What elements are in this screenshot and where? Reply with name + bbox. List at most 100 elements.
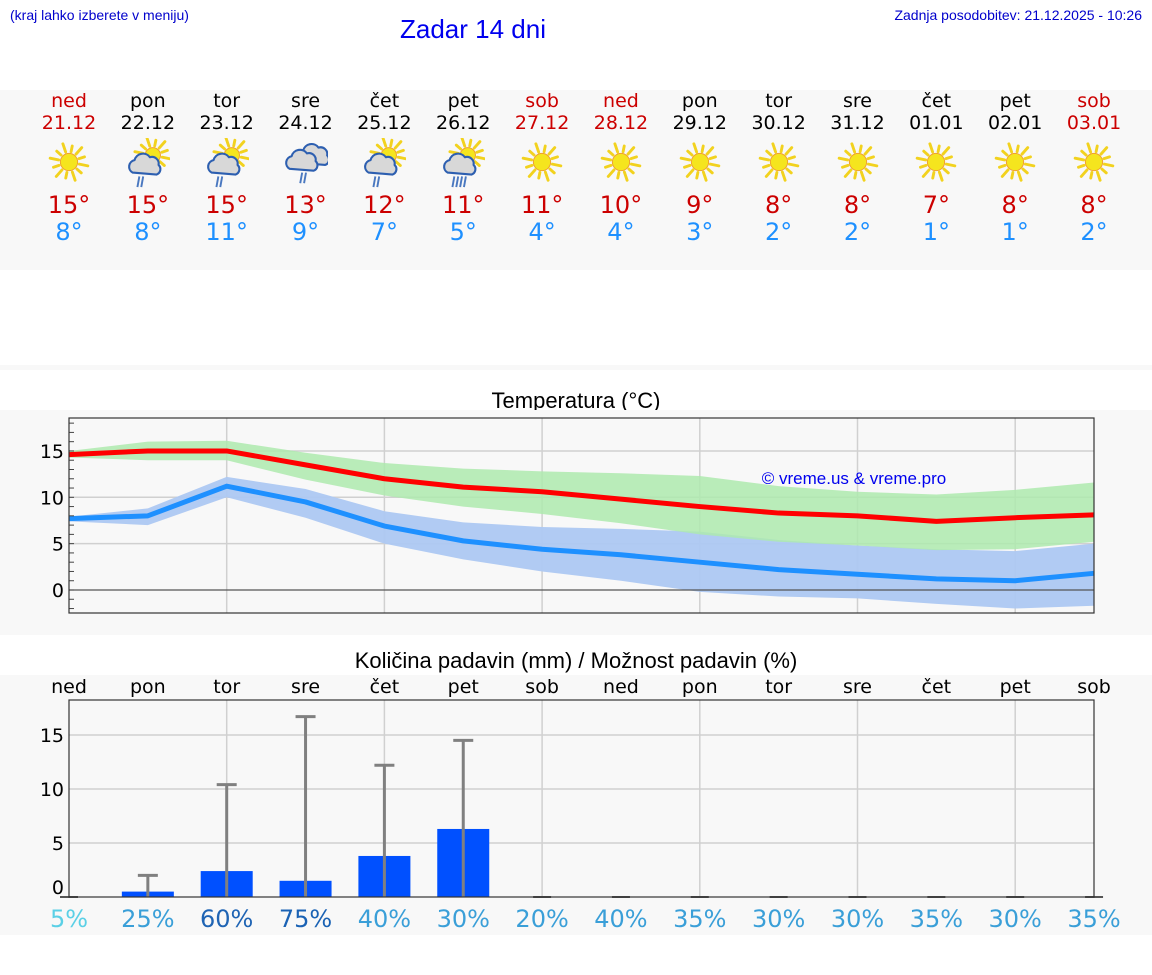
y-tick-label: 15 xyxy=(40,441,64,463)
day-column: pon 29.12 9° 3° xyxy=(660,90,740,246)
x-day-label: čet xyxy=(370,676,400,698)
cloudy-rain-icon xyxy=(284,143,328,184)
y-tick-label: 5 xyxy=(52,833,64,855)
precip-probability: 30% xyxy=(989,905,1042,933)
day-name: sre xyxy=(291,90,321,112)
temp-max: 11° xyxy=(441,191,485,219)
temperature-chart-panel: 0 5 10 15 © vreme.us & vreme.pro xyxy=(0,410,1152,635)
y-tick-label: 0 xyxy=(52,580,64,602)
temp-max: 15° xyxy=(47,191,91,219)
sunny-icon xyxy=(758,142,799,182)
x-day-label: tor xyxy=(213,676,240,698)
x-day-label: pon xyxy=(682,676,718,698)
temp-min: 9° xyxy=(291,218,320,246)
day-column: sob 03.01 8° 2° xyxy=(1054,90,1134,246)
precip-probability: 30% xyxy=(831,905,884,933)
sun-cloud-heavy-rain-icon xyxy=(443,138,486,188)
x-day-label: sob xyxy=(1077,676,1111,698)
temp-max: 11° xyxy=(520,191,564,219)
temp-min: 8° xyxy=(55,218,83,246)
temp-min: 2° xyxy=(765,218,793,246)
y-tick-label: 5 xyxy=(52,534,64,556)
temp-min: 1° xyxy=(922,218,950,246)
x-day-label: pet xyxy=(448,676,479,698)
precip-probability: 5% xyxy=(50,905,88,933)
last-updated: Zadnja posodobitev: 21.12.2025 - 10:26 xyxy=(894,7,1142,23)
x-day-label: sre xyxy=(291,676,320,698)
precip-probability: 25% xyxy=(121,905,174,933)
day-date: 03.01 xyxy=(1066,112,1122,134)
x-day-label: tor xyxy=(765,676,792,698)
sunny-icon xyxy=(837,142,878,182)
precip-probability: 20% xyxy=(515,905,568,933)
day-name: tor xyxy=(213,90,241,112)
x-day-label: čet xyxy=(922,676,952,698)
precip-probability: 35% xyxy=(673,905,726,933)
temperature-chart: 0 5 10 15 © vreme.us & vreme.pro xyxy=(40,417,1095,614)
sunny-icon xyxy=(994,142,1036,182)
temp-max: 7° xyxy=(922,191,950,219)
day-column: sre 24.12 13° 9° xyxy=(266,90,346,246)
x-day-label: ned xyxy=(51,676,87,698)
temp-min: 8° xyxy=(134,218,162,246)
precip-probability: 30% xyxy=(752,905,805,933)
temp-max: 8° xyxy=(1080,191,1108,219)
day-name: pet xyxy=(447,90,479,112)
day-column: pet 02.01 8° 1° xyxy=(975,90,1055,246)
temp-max: 8° xyxy=(843,191,872,219)
day-name: pet xyxy=(999,90,1031,112)
temp-min: 4° xyxy=(528,218,556,246)
day-date: 24.12 xyxy=(278,112,333,134)
sunny-icon xyxy=(600,142,642,182)
day-column: ned 28.12 10° 4° xyxy=(581,90,661,246)
day-date: 29.12 xyxy=(672,112,727,134)
sunny-icon xyxy=(1073,142,1115,182)
sunny-icon xyxy=(48,142,90,182)
day-date: 01.01 xyxy=(909,112,964,134)
temp-max: 8° xyxy=(765,191,793,219)
day-date: 02.01 xyxy=(987,112,1043,134)
day-date: 22.12 xyxy=(120,112,176,134)
temp-min: 2° xyxy=(1080,218,1108,246)
temp-min: 1° xyxy=(1001,218,1029,246)
y-tick-label: 0 xyxy=(52,877,64,899)
temp-max: 9° xyxy=(686,191,714,219)
sunny-icon xyxy=(521,142,563,182)
precip-probability: 35% xyxy=(1067,905,1120,933)
day-column: pet 26.12 11° 5° xyxy=(423,90,503,246)
day-name: sob xyxy=(525,90,559,112)
day-name: ned xyxy=(51,90,87,112)
temperature-chart-title: Temperatura (°C) xyxy=(491,388,661,413)
day-date: 27.12 xyxy=(514,112,570,134)
day-name: ned xyxy=(603,90,639,112)
temp-min: 11° xyxy=(205,218,248,246)
day-name: pon xyxy=(681,90,718,112)
sunny-icon xyxy=(679,142,721,182)
day-name: sob xyxy=(1077,90,1111,112)
day-name: pon xyxy=(129,90,166,112)
day-name: sre xyxy=(843,90,872,112)
x-day-label: sob xyxy=(525,676,559,698)
precipitation-chart-title: Količina padavin (mm) / Možnost padavin … xyxy=(354,648,798,673)
day-date: 30.12 xyxy=(751,112,806,134)
sunny-icon xyxy=(916,142,957,182)
location-menu-hint: (kraj lahko izberete v meniju) xyxy=(10,7,189,23)
precipitation-chart: 0 5 10 15 ned pon tor sre čet pet sob ned pon tor sre č… xyxy=(40,676,1121,933)
y-tick-label: 15 xyxy=(40,725,64,747)
page-title: Zadar 14 dni xyxy=(400,14,546,44)
day-column: ned 21.12 15° 8° xyxy=(29,90,109,246)
copyright-annotation: © vreme.us & vreme.pro xyxy=(762,469,946,488)
divider xyxy=(0,365,1152,370)
precip-probability: 40% xyxy=(358,905,411,933)
temp-max: 15° xyxy=(205,191,248,219)
day-column: tor 30.12 8° 2° xyxy=(739,90,819,246)
temp-min: 7° xyxy=(370,218,399,246)
day-column: čet 25.12 12° 7° xyxy=(344,90,424,246)
temp-min: 4° xyxy=(607,218,635,246)
precip-probability: 35% xyxy=(910,905,963,933)
sun-cloud-rain-icon xyxy=(364,138,407,188)
temp-min: 3° xyxy=(686,218,714,246)
temp-max: 15° xyxy=(126,191,170,219)
x-day-label: ned xyxy=(603,676,639,698)
day-name: čet xyxy=(369,90,400,112)
